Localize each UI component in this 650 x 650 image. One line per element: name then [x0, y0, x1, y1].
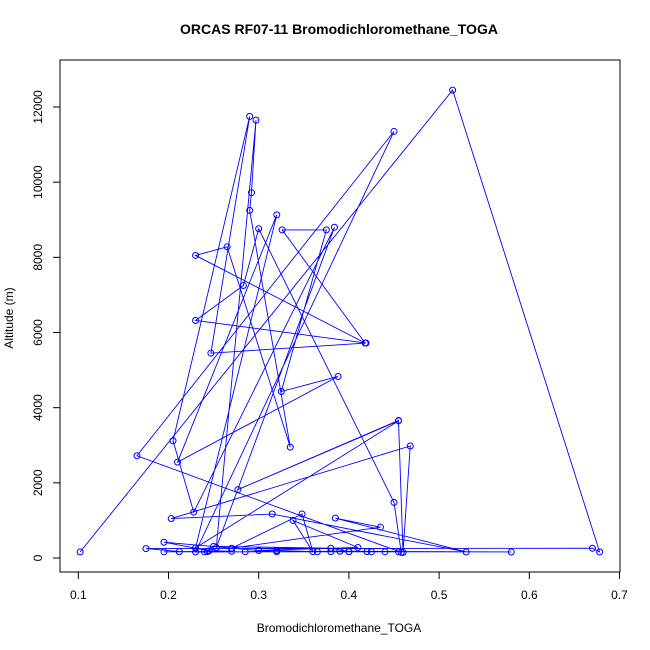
data-point [247, 189, 255, 197]
y-tick-label: 6000 [31, 319, 45, 346]
y-tick-label: 2000 [31, 469, 45, 496]
y-axis-label: Altitude (m) [2, 287, 16, 348]
x-axis-label: Bromodichloromethane_TOGA [257, 621, 422, 635]
data-point [252, 116, 260, 124]
data-point [309, 548, 317, 556]
data-point [354, 543, 362, 551]
x-tick-label: 0.6 [521, 588, 538, 602]
data-point [277, 388, 285, 396]
data-point [192, 548, 200, 556]
data-point [327, 548, 335, 556]
data-point [192, 544, 200, 552]
x-tick-label: 0.2 [160, 588, 177, 602]
data-point [395, 548, 403, 556]
data-point [205, 547, 213, 555]
data-point [390, 498, 398, 506]
data-point [175, 548, 183, 556]
data-point [376, 523, 384, 531]
x-tick-label: 0.7 [611, 588, 628, 602]
data-point [381, 548, 389, 556]
data-point [192, 251, 200, 259]
data-point [345, 548, 353, 556]
data-point [327, 544, 335, 552]
series-line [79, 89, 601, 554]
data-point [142, 545, 150, 553]
data-point [228, 547, 236, 555]
data-point [361, 339, 369, 347]
data-point [390, 127, 398, 135]
data-point [399, 548, 407, 556]
data-point [322, 226, 330, 234]
data-point [596, 548, 604, 556]
data-point [212, 543, 220, 551]
data-point [507, 548, 515, 556]
x-tick-label: 0.5 [431, 588, 448, 602]
data-point [449, 86, 457, 94]
data-point [255, 225, 263, 233]
data-point [228, 544, 236, 552]
data-point [588, 544, 596, 552]
data-point [334, 372, 342, 380]
y-axis: 0 2000 4000 6000 8000 10000 12000 [31, 90, 61, 561]
data-point [201, 548, 209, 556]
data-point [174, 458, 182, 466]
data-point [298, 510, 306, 518]
data-point [289, 516, 297, 524]
data-point [363, 548, 371, 556]
plot-frame [59, 59, 621, 573]
data-point [192, 316, 200, 324]
data-point [268, 510, 276, 518]
data-point [286, 443, 294, 451]
data-point [273, 211, 281, 219]
data-point [246, 206, 254, 214]
chart-title: ORCAS RF07-11 Bromodichloromethane_TOGA [180, 21, 498, 37]
y-tick-label: 10000 [31, 165, 45, 199]
data-point [239, 282, 247, 290]
data-point [395, 416, 403, 424]
x-tick-label: 0.1 [70, 588, 87, 602]
data-point [273, 546, 281, 554]
x-tick-label: 0.3 [250, 588, 267, 602]
data-point [133, 452, 141, 460]
data-point [207, 349, 215, 357]
data-point [234, 486, 242, 494]
data-point [241, 548, 249, 556]
data-point [406, 442, 414, 450]
y-tick-label: 8000 [31, 244, 45, 271]
y-tick-label: 4000 [31, 394, 45, 421]
data-point [76, 548, 84, 556]
data-point [246, 112, 254, 120]
x-axis: 0.1 0.2 0.3 0.4 0.5 0.6 0.7 [70, 571, 628, 602]
y-tick-label: 0 [31, 554, 45, 561]
data-point [367, 548, 375, 556]
data-point [190, 508, 198, 516]
data-point [330, 223, 338, 231]
data-point [223, 243, 231, 251]
data-point [313, 548, 321, 556]
data-point [160, 548, 168, 556]
data-point [331, 514, 339, 522]
data-point [167, 515, 175, 523]
data-point [462, 548, 470, 556]
series-layer [76, 86, 604, 556]
data-point [336, 547, 344, 555]
x-tick-label: 0.4 [341, 588, 358, 602]
data-point [160, 538, 168, 546]
data-point [278, 226, 286, 234]
y-tick-label: 12000 [31, 90, 45, 124]
data-point [255, 546, 263, 554]
data-point [169, 437, 177, 445]
